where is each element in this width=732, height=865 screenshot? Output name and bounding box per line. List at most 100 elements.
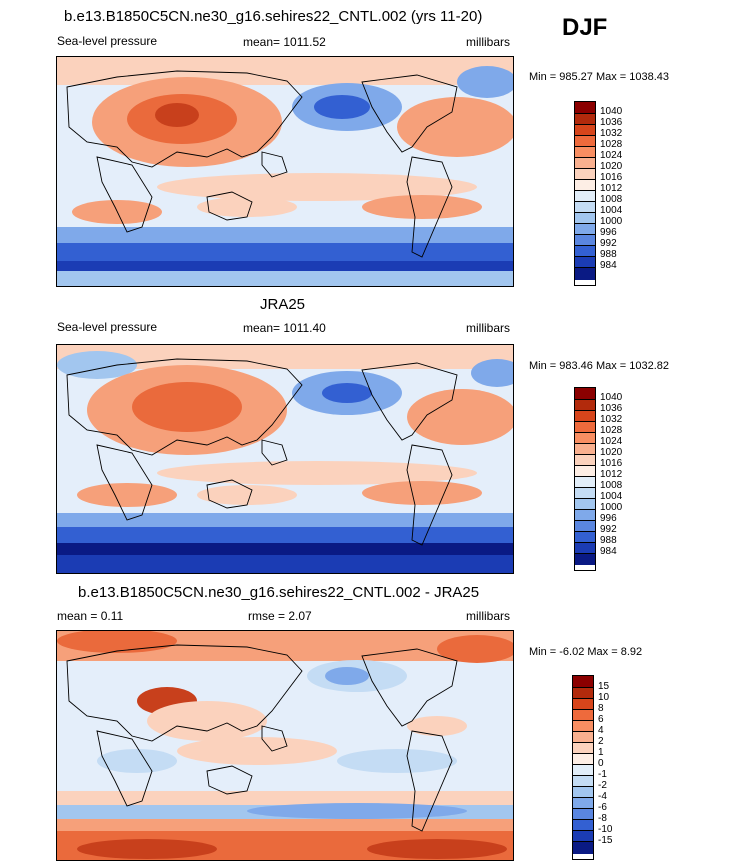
- panel2-colorbar-swatch: [575, 433, 595, 444]
- colorbar-label: 15: [598, 681, 610, 692]
- panel3-colorbar-swatch: [573, 721, 593, 732]
- panel1-colorbar-swatch: [575, 191, 595, 202]
- colorbar-label: 996: [600, 513, 617, 524]
- colorbar-label: 988: [600, 249, 617, 260]
- colorbar-label: 1008: [600, 194, 623, 205]
- colorbar-label: 1036: [600, 117, 623, 128]
- colorbar-label: 1040: [600, 106, 623, 117]
- panel2-colorbar-swatch: [575, 411, 595, 422]
- panel2-colorbar-swatch: [575, 422, 595, 433]
- colorbar-label: -8: [598, 813, 607, 824]
- panel3-rmse-label: rmse = 2.07: [248, 609, 312, 623]
- panel3-colorbar-swatch: [573, 820, 593, 831]
- colorbar-label: 1036: [600, 403, 623, 414]
- panel1-colorbar-swatch: [575, 136, 595, 147]
- panel2-colorbar-swatch: [575, 521, 595, 532]
- panel1-colorbar-swatch: [575, 235, 595, 246]
- panel3-units-label: millibars: [466, 609, 511, 623]
- panel3-colorbar-swatch: [573, 798, 593, 809]
- colorbar-label: 1016: [600, 458, 623, 469]
- colorbar-label: 10: [598, 692, 610, 703]
- colorbar-label: 1016: [600, 172, 623, 183]
- colorbar-label: 1000: [600, 216, 623, 227]
- colorbar-label: 1020: [600, 447, 623, 458]
- colorbar-label: 1: [598, 747, 604, 758]
- colorbar-label: 2: [598, 736, 604, 747]
- panel1-colorbar-swatch: [575, 125, 595, 136]
- panel3-map-svg: [57, 631, 513, 860]
- colorbar-label: 992: [600, 238, 617, 249]
- panel2-colorbar-swatch: [575, 543, 595, 554]
- colorbar-label: 1012: [600, 469, 623, 480]
- panel3-map: [56, 630, 514, 861]
- colorbar-label: 1028: [600, 139, 623, 150]
- panel3-colorbar-swatch: [573, 732, 593, 743]
- panel2-colorbar-swatch: [575, 400, 595, 411]
- colorbar-label: 984: [600, 260, 617, 271]
- panel1-colorbar-swatch: [575, 224, 595, 235]
- panel2-minmax: Min = 983.46 Max = 1032.82: [529, 360, 670, 372]
- colorbar-label: 1024: [600, 436, 623, 447]
- panel3-colorbar-swatch: [573, 809, 593, 820]
- panel3-colorbar-swatch: [573, 842, 593, 854]
- panel3-colorbar-swatch: [573, 710, 593, 721]
- panel3-colorbar-swatch: [573, 754, 593, 765]
- colorbar-label: -4: [598, 791, 607, 802]
- panel1-colorbar-swatch: [575, 114, 595, 125]
- panel1-colorbar-swatch: [575, 180, 595, 191]
- panel2-colorbar-swatch: [575, 499, 595, 510]
- panel1-left-label: Sea-level pressure: [57, 34, 158, 48]
- panel3-colorbar-swatch: [573, 688, 593, 699]
- colorbar-label: 0: [598, 758, 604, 769]
- colorbar-label: 1040: [600, 392, 623, 403]
- panel3-colorbar-swatch: [573, 831, 593, 842]
- panel1-title: b.e13.B1850C5CN.ne30_g16.sehires22_CNTL.…: [64, 8, 483, 25]
- panel3-colorbar-swatch: [573, 676, 593, 688]
- panel3-title: b.e13.B1850C5CN.ne30_g16.sehires22_CNTL.…: [78, 584, 480, 601]
- panel1-colorbar-swatch: [575, 202, 595, 213]
- panel2-left-label: Sea-level pressure: [57, 320, 158, 334]
- colorbar-label: 996: [600, 227, 617, 238]
- panel3-colorbar-swatch: [573, 765, 593, 776]
- panel1-colorbar-swatch: [575, 147, 595, 158]
- panel2-colorbar-swatch: [575, 554, 595, 565]
- colorbar-label: -6: [598, 802, 607, 813]
- panel1-colorbar-swatch: [575, 158, 595, 169]
- panel2-colorbar-swatch: [575, 444, 595, 455]
- colorbar-label: 1032: [600, 414, 623, 425]
- panel1-colorbar-swatch: [575, 257, 595, 268]
- colorbar-label: 992: [600, 524, 617, 535]
- colorbar-label: 1012: [600, 183, 623, 194]
- colorbar-label: 1004: [600, 491, 623, 502]
- panel2-map: [56, 344, 514, 574]
- panel3-mean-label: mean = 0.11: [57, 609, 124, 623]
- panel1-colorbar-swatch: [575, 213, 595, 224]
- panel2-colorbar-swatch: [575, 455, 595, 466]
- panel1-map: [56, 56, 514, 287]
- colorbar-label: -2: [598, 780, 607, 791]
- panel3-colorbar-swatch: [573, 776, 593, 787]
- colorbar-label: 1028: [600, 425, 623, 436]
- colorbar-label: 1004: [600, 205, 623, 216]
- panel1-colorbar-swatch: [575, 268, 595, 280]
- colorbar-label: 984: [600, 546, 617, 557]
- colorbar-label: 1024: [600, 150, 623, 161]
- colorbar-label: 988: [600, 535, 617, 546]
- panel3-colorbar-swatch: [573, 787, 593, 798]
- panel2-mean-label: mean= 1011.40: [243, 321, 326, 335]
- panel3-colorbar: [572, 675, 594, 860]
- colorbar-label: 1008: [600, 480, 623, 491]
- colorbar-label: -15: [598, 835, 613, 846]
- panel2-map-svg: [57, 345, 513, 573]
- panel1-mean-label: mean= 1011.52: [243, 35, 326, 49]
- panel1-colorbar-swatch: [575, 169, 595, 180]
- colorbar-label: 4: [598, 725, 604, 736]
- panel2-units-label: millibars: [466, 321, 511, 335]
- colorbar-label: 6: [598, 714, 604, 725]
- panel1-colorbar-swatch: [575, 102, 595, 114]
- panel3-colorbar-swatch: [573, 699, 593, 710]
- panel1-minmax: Min = 985.27 Max = 1038.43: [529, 71, 670, 83]
- panel2-colorbar-swatch: [575, 488, 595, 499]
- panel2-colorbar: [574, 387, 596, 571]
- panel2-colorbar-swatch: [575, 532, 595, 543]
